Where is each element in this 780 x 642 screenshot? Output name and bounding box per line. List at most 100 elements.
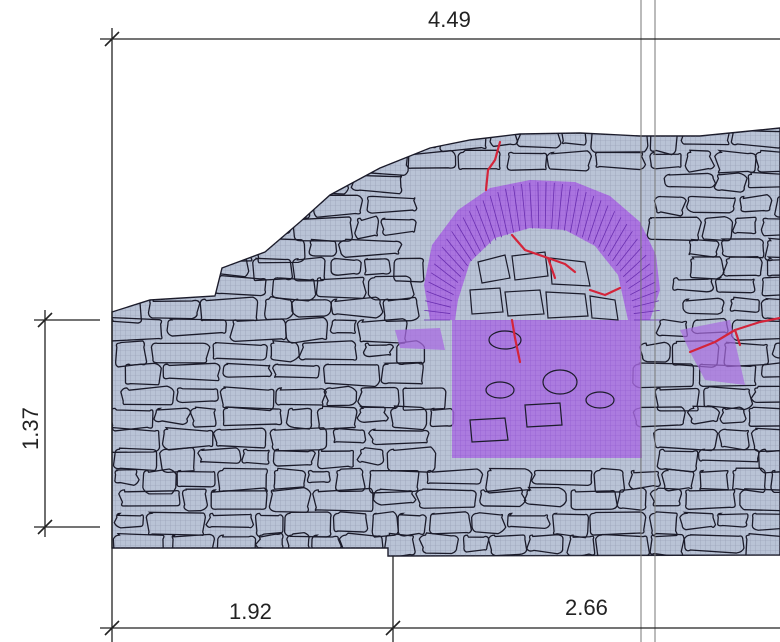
- voussoir-joint: [631, 290, 658, 302]
- stone: [219, 386, 275, 412]
- stone: [589, 511, 647, 536]
- stone: [371, 510, 399, 538]
- stone: [253, 128, 293, 146]
- stone: [273, 467, 307, 490]
- stone: [212, 427, 267, 449]
- voussoir-joint: [622, 254, 647, 278]
- stone: [457, 149, 501, 170]
- guide-lines: [640, 0, 656, 642]
- voussoir-joint: [426, 290, 453, 302]
- voussoir-joint: [598, 211, 616, 248]
- stone: [124, 362, 162, 386]
- voussoir-joint: [505, 188, 514, 233]
- stone: [526, 534, 564, 555]
- stone: [271, 363, 321, 379]
- stone: [750, 385, 780, 404]
- voussoir-joint: [570, 188, 579, 233]
- stone: [308, 238, 338, 257]
- stone: [122, 150, 146, 174]
- stone: [719, 406, 747, 424]
- voussoir-joint: [563, 186, 571, 231]
- stone: [766, 256, 780, 277]
- stone: [160, 194, 197, 212]
- stone: [229, 215, 292, 236]
- stone: [747, 171, 780, 189]
- stone: [312, 487, 374, 512]
- stone: [315, 276, 367, 300]
- stone: [291, 256, 326, 282]
- stone: [646, 216, 702, 242]
- stone: [367, 275, 415, 301]
- dimension-label-overall: 4.49: [428, 7, 471, 32]
- stone: [117, 173, 145, 191]
- stone: [113, 512, 145, 529]
- stone: [176, 387, 219, 404]
- stone: [143, 171, 183, 193]
- voussoir-joint: [581, 195, 595, 238]
- stone: [686, 405, 721, 425]
- voussoir-joint: [456, 223, 477, 257]
- crack-lines: [484, 140, 780, 364]
- stone: [722, 256, 763, 277]
- stone: [530, 469, 593, 487]
- stone: [254, 512, 284, 538]
- stone: [366, 195, 418, 214]
- stone: [368, 469, 420, 494]
- stone: [699, 469, 729, 491]
- voussoir-joint: [451, 231, 472, 262]
- voussoir-joint: [557, 184, 563, 230]
- stone: [770, 469, 780, 494]
- stone: [222, 406, 283, 427]
- stone: [222, 362, 273, 378]
- stone: [308, 149, 356, 167]
- stone: [397, 512, 427, 537]
- stone: [252, 257, 294, 282]
- stone: [114, 277, 166, 293]
- stone: [112, 316, 163, 342]
- stone: [714, 277, 756, 294]
- stone: [212, 341, 268, 361]
- stone: [120, 385, 175, 406]
- stone: [570, 489, 618, 511]
- stone: [717, 428, 750, 451]
- stone: [212, 129, 247, 145]
- stone: [731, 216, 757, 235]
- stone: [339, 128, 399, 154]
- stone: [703, 386, 754, 411]
- stone: [594, 151, 647, 171]
- voussoir-joint: [521, 184, 527, 230]
- stone: [367, 428, 430, 446]
- stone: [754, 149, 780, 173]
- stone: [184, 173, 242, 197]
- stone: [169, 256, 207, 274]
- voussoir-joint: [529, 182, 533, 229]
- dimension-label-right-segment: 2.66: [565, 595, 608, 620]
- stone: [270, 340, 300, 363]
- stone: [774, 195, 780, 222]
- stone: [685, 195, 736, 214]
- stone: [271, 277, 317, 302]
- stone: [760, 217, 780, 237]
- stone: [145, 511, 207, 536]
- stone: [330, 296, 384, 319]
- stone: [663, 172, 717, 189]
- voussoir-joint: [489, 195, 503, 238]
- stone: [197, 447, 242, 464]
- stone: [177, 150, 224, 169]
- stone: [714, 149, 757, 174]
- stone: [112, 426, 161, 453]
- stone: [199, 296, 259, 322]
- stone: [546, 150, 593, 172]
- stone: [739, 194, 773, 213]
- stone: [654, 387, 700, 412]
- voussoir-joint: [593, 205, 609, 244]
- stone: [210, 487, 268, 510]
- stone: [335, 467, 366, 493]
- voussoir-joint: [424, 309, 451, 314]
- stone: [372, 488, 417, 506]
- stone: [181, 488, 209, 512]
- stone: [649, 487, 683, 507]
- stone: [479, 486, 527, 508]
- stone: [761, 275, 780, 297]
